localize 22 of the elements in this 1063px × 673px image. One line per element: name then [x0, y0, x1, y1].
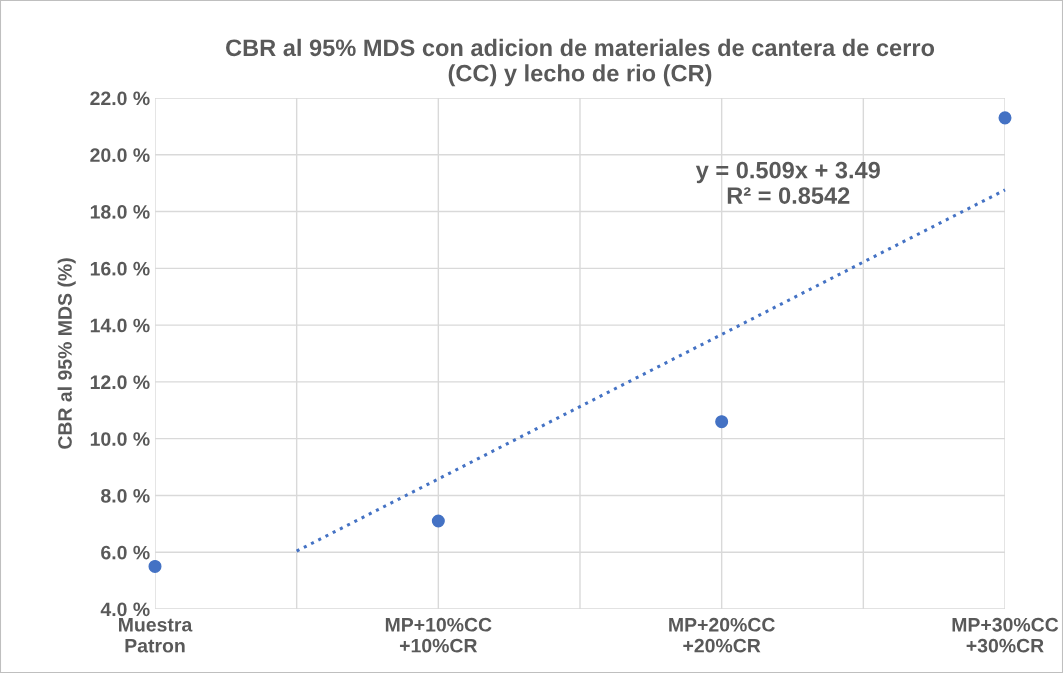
y-tick-label: 18.0 % — [90, 205, 150, 219]
point — [431, 514, 445, 528]
y-tick-label: 22.0 % — [90, 91, 150, 106]
point — [148, 559, 162, 573]
y-tick-label: 16.0 % — [90, 261, 150, 276]
x-tick-label: MP+30%CC +30%CR — [952, 617, 1059, 653]
annotation: y = 0.509x + 3.49 R² = 0.8542 — [695, 161, 880, 204]
y-tick-label: 10.0 % — [90, 432, 150, 446]
x-tick-label: MP+10%CC +10%CR — [385, 617, 492, 653]
y-tick-label: 8.0 % — [101, 488, 150, 503]
x-tick-label: MP+20%CC +20%CR — [669, 617, 775, 653]
x-tick-label: Muestra Patron — [119, 618, 193, 653]
y-tick-label: 12.0 % — [90, 375, 150, 390]
y-tick-label: 14.0 % — [90, 318, 150, 333]
line-series — [295, 188, 1007, 553]
y-axis-title: CBR al 95% MDS (%) — [57, 258, 76, 449]
point — [715, 415, 729, 429]
chart-title: CBR al 95% MDS con adicion de materiales de cantera de cerro (CC) y lecho de rio (CR) — [226, 38, 935, 87]
point — [998, 111, 1012, 125]
y-tick-label: 4.0 % — [100, 602, 150, 617]
y-tick-label: 20.0 % — [90, 148, 150, 163]
y-tick-label: 6.0 % — [101, 545, 150, 560]
